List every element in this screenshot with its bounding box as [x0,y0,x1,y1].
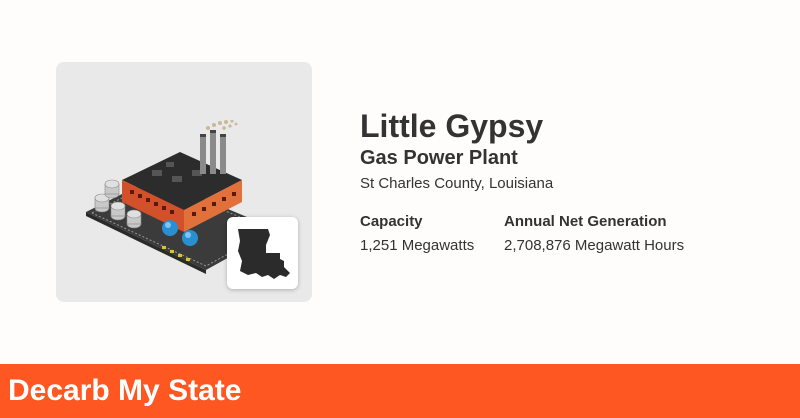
footer-bar: Decarb My State [0,364,800,418]
capacity-label: Capacity [360,213,423,230]
capacity-stat: Capacity 1,251 Megawatts [360,212,474,256]
plant-info: Little Gypsy Gas Power Plant St Charles … [360,106,780,254]
plant-type: Gas Power Plant [360,147,518,169]
generation-label: Annual Net Generation [504,213,667,230]
generation-stat: Annual Net Generation 2,708,876 Megawatt… [504,212,684,256]
plant-name: Little Gypsy [360,108,544,144]
plant-location: St Charles County, Louisiana [360,175,554,192]
brand-name: Decarb My State [8,374,242,407]
plant-image-card [56,62,312,302]
state-badge [227,217,298,289]
generation-value: 2,708,876 Megawatt Hours [504,237,685,254]
capacity-value: 1,251 Megawatts [360,237,475,254]
louisiana-state-icon [238,229,290,279]
